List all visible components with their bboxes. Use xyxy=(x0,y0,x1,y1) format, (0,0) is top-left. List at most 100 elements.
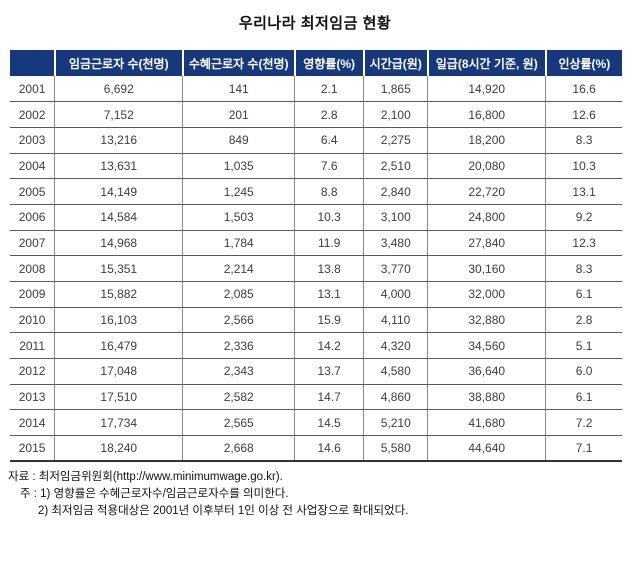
value-cell: 2,582 xyxy=(182,384,295,411)
header-row: 임금근로자 수(천명) 수혜근로자 수(천명) 영향률(%) 시간급(원) 일급(8시간… xyxy=(10,50,622,76)
value-cell: 14,920 xyxy=(427,76,546,103)
value-cell: 7,152 xyxy=(54,101,183,128)
corner-header-cell xyxy=(10,50,55,76)
value-cell: 6.4 xyxy=(294,127,364,154)
value-cell: 1,245 xyxy=(182,178,295,205)
value-cell: 10.3 xyxy=(545,153,622,180)
value-cell: 2,336 xyxy=(182,332,295,360)
value-cell: 2,214 xyxy=(182,255,295,282)
year-cell: 2007 xyxy=(10,230,55,257)
table-row: 2012 17,048 2,343 13.7 4,580 36,640 6.0 xyxy=(10,358,622,385)
value-cell: 2.8 xyxy=(545,307,622,334)
value-cell: 2,100 xyxy=(363,101,428,128)
value-cell: 5,580 xyxy=(363,435,428,463)
year-cell: 2010 xyxy=(10,307,55,334)
value-cell: 13.8 xyxy=(294,255,364,282)
value-cell: 36,640 xyxy=(427,358,546,385)
value-cell: 2,668 xyxy=(182,435,295,463)
value-cell: 14,149 xyxy=(54,178,183,205)
table-footnotes: 자료 : 최저임금위원회(http://www.minimumwage.go.k… xyxy=(8,469,630,520)
table-row: 2013 17,510 2,582 14.7 4,860 38,880 6.1 xyxy=(10,384,622,411)
value-cell: 1,865 xyxy=(363,76,428,103)
value-cell: 8.8 xyxy=(294,178,364,205)
value-cell: 141 xyxy=(182,76,295,103)
value-cell: 13.1 xyxy=(294,281,364,308)
value-cell: 5.1 xyxy=(545,332,622,360)
column-header: 인상률(%) xyxy=(544,50,622,76)
value-cell: 14.7 xyxy=(294,384,364,411)
column-header: 수혜근로자 수(천명) xyxy=(181,50,295,76)
value-cell: 15,882 xyxy=(54,281,183,308)
value-cell: 2,343 xyxy=(182,358,295,385)
year-cell: 2012 xyxy=(10,358,55,385)
year-cell: 2004 xyxy=(10,153,55,180)
year-cell: 2003 xyxy=(10,127,55,154)
value-cell: 849 xyxy=(182,127,295,154)
table-row: 2003 13,216 849 6.4 2,275 18,200 8.3 xyxy=(10,127,622,154)
value-cell: 15.9 xyxy=(294,307,364,334)
value-cell: 16,103 xyxy=(54,307,183,334)
value-cell: 20,080 xyxy=(427,153,546,180)
value-cell: 4,000 xyxy=(363,281,428,308)
value-cell: 24,800 xyxy=(427,204,546,231)
value-cell: 13,216 xyxy=(54,127,183,154)
column-header: 일급(8시간 기준, 원) xyxy=(426,50,546,76)
value-cell: 6,692 xyxy=(54,76,183,103)
value-cell: 12.6 xyxy=(545,101,622,128)
value-cell: 4,320 xyxy=(363,332,428,360)
table-row: 2007 14,968 1,784 11.9 3,480 27,840 12.3 xyxy=(10,230,622,257)
value-cell: 6.1 xyxy=(545,281,622,308)
value-cell: 16,800 xyxy=(427,101,546,128)
value-cell: 18,240 xyxy=(54,435,183,463)
table-row: 2001 6,692 141 2.1 1,865 14,920 16.6 xyxy=(10,76,622,103)
column-header: 영향률(%) xyxy=(293,50,364,76)
value-cell: 10.3 xyxy=(294,204,364,231)
minimum-wage-table: 임금근로자 수(천명) 수혜근로자 수(천명) 영향률(%) 시간급(원) 일급(8시간… xyxy=(10,50,622,463)
year-cell: 2001 xyxy=(10,76,55,103)
value-cell: 3,100 xyxy=(363,204,428,231)
table-row: 2009 15,882 2,085 13.1 4,000 32,000 6.1 xyxy=(10,281,622,308)
value-cell: 1,784 xyxy=(182,230,295,257)
table-row: 2002 7,152 201 2.8 2,100 16,800 12.6 xyxy=(10,101,622,128)
value-cell: 5,210 xyxy=(363,409,428,437)
value-cell: 3,770 xyxy=(363,255,428,282)
value-cell: 3,480 xyxy=(363,230,428,257)
value-cell: 9.2 xyxy=(545,204,622,231)
value-cell: 2.8 xyxy=(294,101,364,128)
value-cell: 2,565 xyxy=(182,409,295,437)
year-cell: 2006 xyxy=(10,204,55,231)
value-cell: 4,110 xyxy=(363,307,428,334)
value-cell: 4,580 xyxy=(363,358,428,385)
value-cell: 4,860 xyxy=(363,384,428,411)
table-row: 2011 16,479 2,336 14.2 4,320 34,560 5.1 xyxy=(10,332,622,360)
value-cell: 27,840 xyxy=(427,230,546,257)
value-cell: 2,085 xyxy=(182,281,295,308)
value-cell: 13,631 xyxy=(54,153,183,180)
page: 우리나라 최저임금 현황 임금근로자 수(천명) 수혜근로자 수(천명) 영향률(%… xyxy=(8,15,630,520)
value-cell: 1,503 xyxy=(182,204,295,231)
value-cell: 34,560 xyxy=(427,332,546,360)
table-row: 2008 15,351 2,214 13.8 3,770 30,160 8.3 xyxy=(10,255,622,282)
value-cell: 17,048 xyxy=(54,358,183,385)
year-cell: 2008 xyxy=(10,255,55,282)
page-title: 우리나라 최저임금 현황 xyxy=(238,15,392,32)
year-cell: 2013 xyxy=(10,384,55,411)
table-row: 2014 17,734 2,565 14.5 5,210 41,680 7.2 xyxy=(10,409,622,437)
year-cell: 2005 xyxy=(10,178,55,205)
value-cell: 6.1 xyxy=(545,384,622,411)
year-cell: 2002 xyxy=(10,101,55,128)
value-cell: 2,566 xyxy=(182,307,295,334)
value-cell: 17,734 xyxy=(54,409,183,437)
value-cell: 11.9 xyxy=(294,230,364,257)
value-cell: 8.3 xyxy=(545,255,622,282)
value-cell: 16.6 xyxy=(545,76,622,103)
table-body: 2001 6,692 141 2.1 1,865 14,920 16.6 2002 7,152 2… xyxy=(10,76,622,463)
value-cell: 12.3 xyxy=(545,230,622,257)
table-row: 2015 18,240 2,668 14.6 5,580 44,640 7.1 xyxy=(10,435,622,463)
table-row: 2010 16,103 2,566 15.9 4,110 32,880 2.8 xyxy=(10,307,622,334)
value-cell: 16,479 xyxy=(54,332,183,360)
value-cell: 14.2 xyxy=(294,332,364,360)
value-cell: 7.1 xyxy=(545,435,622,463)
value-cell: 30,160 xyxy=(427,255,546,282)
value-cell: 2,510 xyxy=(363,153,428,180)
